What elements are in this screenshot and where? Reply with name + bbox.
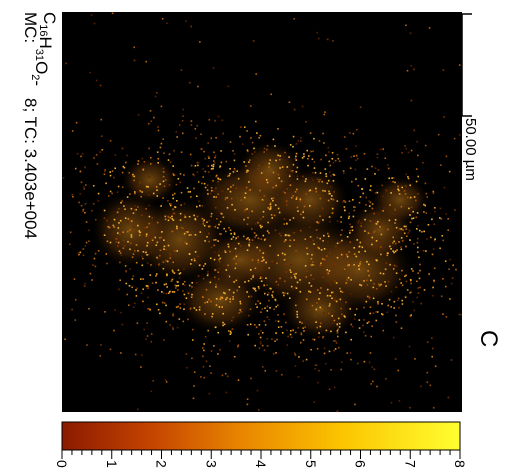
scale-bar — [452, 13, 472, 117]
mc-value: 8; TC: 3.403e+004 — [21, 98, 40, 239]
colorbar-tick-label: 8 — [452, 460, 468, 468]
colorbar-ticks: 0 1 2 3 4 5 6 7 8 — [54, 450, 468, 468]
heatmap-intensity-layer — [90, 140, 430, 340]
scale-bar-label: 50.00 µm — [462, 118, 479, 181]
colorbar-tick-label: 5 — [303, 460, 319, 468]
formula-label: C16H31O2- — [28, 12, 59, 86]
svg-text:MC:: MC: — [21, 12, 40, 43]
heatmap-noise-layer — [62, 12, 462, 413]
svg-text:C16H31O2-: C16H31O2- — [28, 12, 59, 86]
colorbar-tick-label: 1 — [104, 460, 120, 468]
colorbar-tick-label: 0 — [54, 460, 70, 468]
panel-letter: C — [475, 330, 502, 347]
colorbar-tick-label: 2 — [154, 460, 170, 468]
mc-label: MC: — [21, 12, 40, 43]
colorbar-tick-label: 6 — [353, 460, 369, 468]
colorbar-tick-label: 4 — [253, 460, 269, 468]
colorbar-tick-label: 3 — [203, 460, 219, 468]
svg-text:8; TC: 3.403e+004: 8; TC: 3.403e+004 — [21, 98, 40, 239]
colorbar-tick-label: 7 — [402, 460, 418, 468]
colorbar — [61, 421, 461, 451]
